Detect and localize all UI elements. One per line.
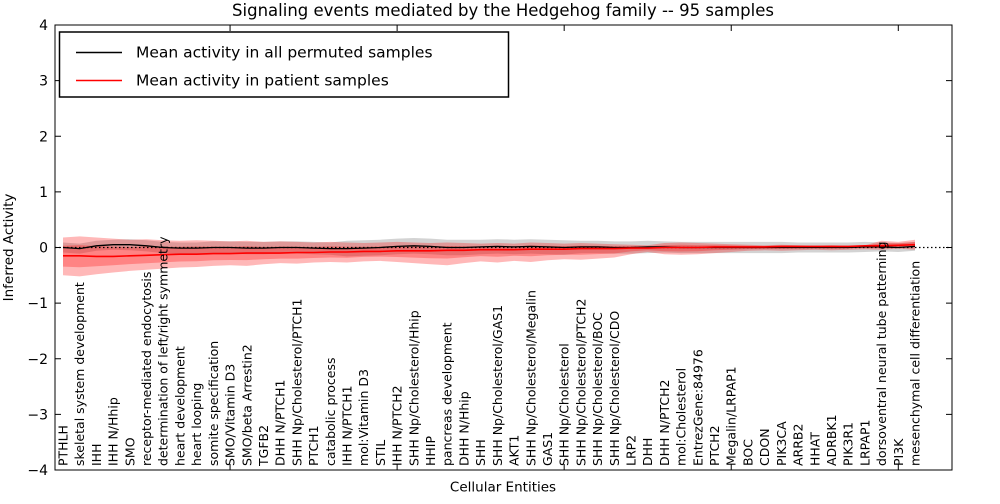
- y-tick-label: −2: [27, 352, 48, 368]
- x-category-label: IHH N/PTCH2: [390, 385, 405, 466]
- x-category-label: SHH Np/Cholesterol/PTCH2: [573, 299, 588, 467]
- x-category-label: LRP2: [624, 435, 639, 466]
- x-category-label: GAS1: [540, 432, 555, 466]
- plot-layers: 4 3 2 1 0 −1 −2 −3 −4 PTHLH skeletal system develo…: [27, 18, 952, 479]
- x-category-label: DHH: [640, 438, 655, 466]
- x-category-label: pancreas development: [440, 322, 455, 466]
- x-category-label: DHH N/Hhip: [456, 391, 471, 466]
- x-category-label: dorsoventral neural tube patterning: [874, 242, 889, 467]
- x-category-label: heart development: [172, 346, 187, 466]
- x-category-label: PTCH1: [306, 425, 321, 466]
- plot-frame: [54, 24, 953, 471]
- y-tick-label: 3: [39, 74, 48, 90]
- x-category-label: SHH Np/Cholesterol/Megalin: [523, 290, 538, 466]
- x-category-label: DHH N/PTCH1: [273, 380, 288, 466]
- x-category-label: HHAT: [807, 432, 822, 466]
- x-category-label: EntrezGene:84976: [690, 349, 705, 466]
- y-tick-label: −4: [27, 463, 48, 479]
- x-category-label: TGFB2: [256, 425, 271, 467]
- x-category-label: PI3K: [891, 438, 906, 466]
- x-category-label: IHH N/Hhip: [106, 397, 121, 466]
- x-category-label: skeletal system development: [72, 282, 87, 466]
- legend: Mean activity in all permuted samples Me…: [58, 31, 510, 98]
- x-axis-label: Cellular Entities: [450, 480, 556, 496]
- x-category-label: determination of left/right symmetry: [156, 236, 171, 466]
- y-tick-label: 1: [39, 185, 48, 201]
- x-category-label: ARRB2: [791, 424, 806, 466]
- x-category-label: SHH Np/Cholesterol/CDO: [607, 311, 622, 466]
- x-category-label: SHH Np/Cholesterol/GAS1: [490, 305, 505, 466]
- x-category-label: SMO/beta Arrestin2: [239, 344, 254, 466]
- x-category-label: mesenchymal cell differentiation: [908, 261, 923, 466]
- x-category-label: STIL: [373, 440, 388, 466]
- x-category-label: AKT1: [507, 435, 522, 466]
- legend-label-permuted-samples: Mean activity in all permuted samples: [136, 44, 433, 62]
- x-category-label: SHH Np/Cholesterol/BOC: [590, 312, 605, 466]
- x-category-label: SHH Np/Cholesterol/PTCH1: [289, 299, 304, 467]
- x-category-label: receptor-mediated endocytosis: [139, 272, 154, 466]
- x-category-label: PTCH2: [707, 425, 722, 466]
- patient-std-band-outer: [63, 236, 915, 277]
- x-category-label: SMO: [122, 437, 137, 466]
- y-axis-label: Inferred Activity: [1, 194, 17, 302]
- x-category-label: IHH N/PTCH1: [340, 385, 355, 466]
- y-tick-label: 0: [39, 241, 48, 257]
- x-category-label: IHH: [89, 444, 104, 467]
- legend-label-patient-samples: Mean activity in patient samples: [136, 72, 389, 90]
- y-tick-label: 2: [39, 129, 48, 145]
- x-category-label: mol:Cholesterol: [674, 368, 689, 466]
- x-category-label: CDON: [757, 428, 772, 466]
- x-category-label: SMO/Vitamin D3: [223, 364, 238, 466]
- x-category-label: mol:Vitamin D3: [356, 369, 371, 466]
- x-category-label: Megalin/LRPAP1: [724, 366, 739, 466]
- x-category-label: SHH Np/Cholesterol: [557, 343, 572, 466]
- permuted-mean-line: [62, 244, 916, 250]
- y-tick-label: −1: [27, 296, 48, 312]
- x-category-label: SHH: [473, 439, 488, 466]
- x-category-label: SHH Np/Cholesterol/Hhip: [406, 310, 421, 466]
- y-tick-label: −3: [27, 407, 48, 423]
- legend-box: [58, 31, 510, 98]
- x-category-label: catabolic process: [323, 357, 338, 466]
- x-category-label: BOC: [740, 439, 755, 466]
- x-category-label: somite specification: [206, 341, 221, 466]
- x-category-label: ADRBK1: [824, 414, 839, 466]
- x-category-label: heart looping: [189, 383, 204, 466]
- x-category-label: PIK3R1: [841, 422, 856, 466]
- x-category-label: DHH N/PTCH2: [657, 380, 672, 466]
- x-category-label: PIK3CA: [774, 421, 789, 466]
- y-tick-label: 4: [39, 18, 48, 34]
- x-category-label: HHIP: [423, 436, 438, 466]
- chart-title: Signaling events mediated by the Hedgeho…: [232, 1, 774, 20]
- x-category-label: PTHLH: [56, 425, 71, 466]
- patient-mean-line: [63, 243, 916, 258]
- x-category-label: LRPAP1: [857, 420, 872, 466]
